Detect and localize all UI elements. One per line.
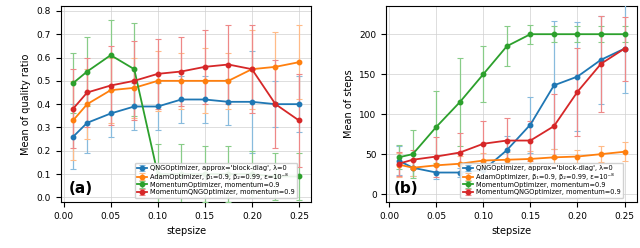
X-axis label: stepsize: stepsize	[492, 226, 532, 236]
Text: (b): (b)	[394, 181, 419, 196]
X-axis label: stepsize: stepsize	[166, 226, 206, 236]
Text: (a): (a)	[68, 181, 92, 196]
Y-axis label: Mean of steps: Mean of steps	[344, 70, 354, 138]
Legend: QNGOptimizer, approx='block-diag', λ=0, AdamOptimizer, β₁=0.9, β₂=0.99, ε=10⁻⁸, : QNGOptimizer, approx='block-diag', λ=0, …	[460, 163, 623, 198]
Y-axis label: Mean of quality ratio: Mean of quality ratio	[21, 54, 31, 155]
Legend: QNGOptimizer, approx='block-diag', λ=0, AdamOptimizer, β₁=0.9, β₂=0.99, ε=10⁻⁸, : QNGOptimizer, approx='block-diag', λ=0, …	[134, 163, 298, 198]
